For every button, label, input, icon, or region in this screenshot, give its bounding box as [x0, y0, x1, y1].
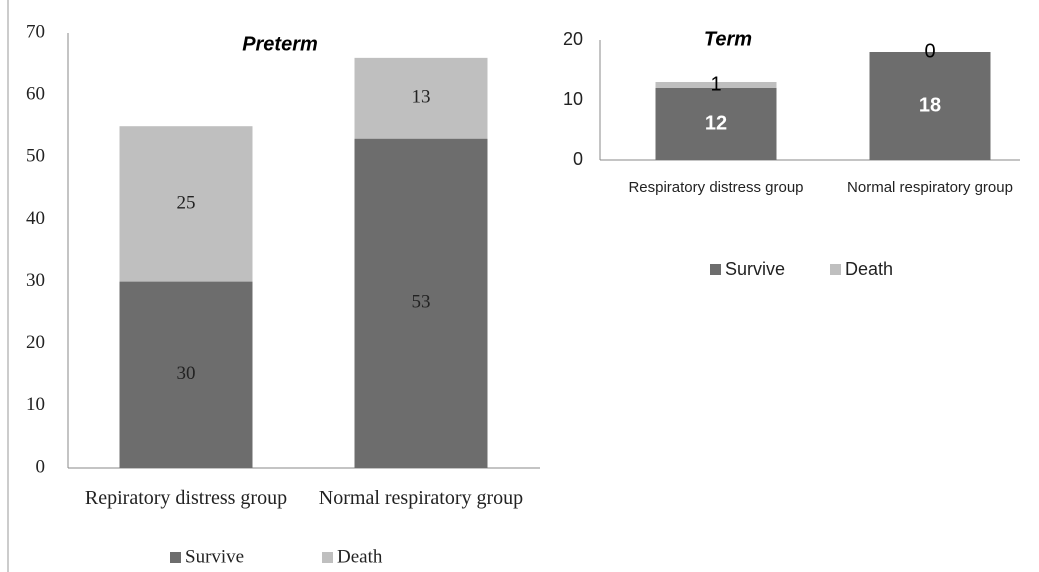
y-tick-label: 60: [26, 84, 45, 105]
legend-swatch: [830, 264, 841, 275]
data-label: 0: [924, 40, 935, 62]
legend-swatch: [170, 552, 181, 563]
y-tick-label: 0: [573, 149, 583, 169]
y-tick-label: 30: [26, 270, 45, 291]
legend-label: Survive: [185, 546, 244, 567]
data-label: 13: [412, 87, 431, 108]
legend-label: Survive: [725, 259, 785, 279]
y-tick-label: 50: [26, 146, 45, 167]
bar-segment: [655, 82, 777, 88]
y-tick-label: 10: [563, 89, 583, 109]
x-tick-label: Normal respiratory group: [847, 179, 1013, 196]
chart-title: Term: [704, 28, 752, 50]
y-tick-label: 70: [26, 21, 45, 42]
y-tick-label: 10: [26, 394, 45, 415]
bar-segment: [869, 52, 991, 160]
bar-segment: [119, 281, 253, 468]
bar-segment: [119, 126, 253, 282]
bar-segment: [655, 88, 777, 160]
bar-segment: [354, 57, 488, 139]
legend-label: Death: [337, 546, 383, 567]
data-label: 25: [177, 192, 196, 213]
legend-swatch: [322, 552, 333, 563]
data-label: 1: [710, 73, 721, 95]
y-tick-label: 20: [563, 29, 583, 49]
data-label: 12: [705, 112, 727, 134]
bar-segment: [354, 138, 488, 468]
data-label: 18: [919, 94, 941, 116]
y-tick-label: 20: [26, 332, 45, 353]
y-tick-label: 0: [36, 456, 46, 477]
data-label: 53: [412, 292, 431, 313]
legend-swatch: [710, 264, 721, 275]
x-tick-label: Repiratory distress group: [84, 487, 288, 509]
legend-label: Death: [845, 259, 893, 279]
data-label: 30: [177, 363, 196, 384]
x-tick-label: Normal respiratory group: [318, 487, 524, 509]
x-tick-label: Respiratory distress group: [628, 179, 804, 196]
chart-title: Preterm: [242, 33, 318, 55]
y-tick-label: 40: [26, 208, 45, 229]
